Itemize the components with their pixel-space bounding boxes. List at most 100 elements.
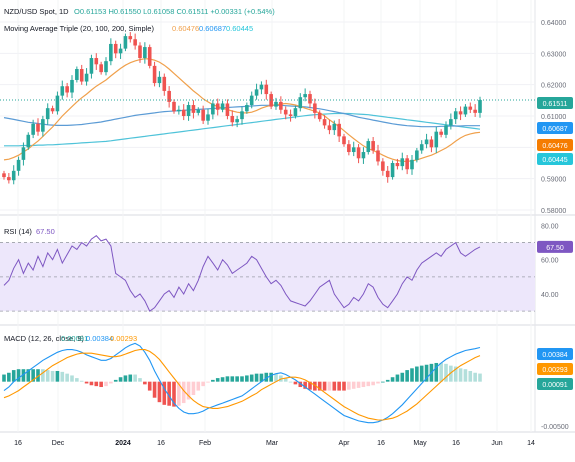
macd-hist-bar — [381, 381, 385, 383]
candle-body — [332, 123, 337, 131]
macd-hist-bar — [322, 381, 327, 391]
ma200-value: 0.60445 — [226, 24, 253, 33]
macd-hist-bar — [99, 381, 103, 388]
price-tick-label: 0.58000 — [541, 208, 566, 215]
candle-body — [249, 95, 254, 106]
candle-body — [376, 150, 380, 162]
macd-tag-label: 0.00384 — [542, 352, 567, 359]
candle-body — [99, 64, 103, 73]
candle-body — [453, 111, 458, 120]
price-tag — [537, 122, 573, 134]
candle-body — [371, 141, 375, 151]
rsi-legend[interactable]: RSI (14) 67.50 — [4, 227, 55, 236]
macd-hist-bar — [458, 368, 463, 382]
price-tag — [537, 153, 573, 165]
macd-hist-bar — [225, 376, 230, 382]
macd-hist-bar — [186, 381, 191, 400]
ma-label[interactable]: Moving Average Triple (20, 100, 200, Sim… — [4, 24, 154, 33]
macd-tag — [537, 363, 573, 375]
macd-hist-bar — [376, 381, 380, 384]
time-tick-label: 16 — [157, 440, 165, 447]
candle-body — [279, 101, 283, 110]
macd-hist-bar — [181, 381, 186, 404]
macd-hist-bar — [434, 362, 439, 382]
candle-body — [245, 105, 249, 112]
macd-hist-bar — [478, 373, 482, 382]
time-tick-label: Apr — [339, 440, 351, 447]
candle-body — [298, 97, 303, 109]
macd-hist-bar — [235, 376, 239, 382]
rsi-tag — [537, 240, 573, 253]
macd-hist-bar — [453, 366, 458, 382]
macd-hist-bar — [143, 381, 147, 385]
time-axis[interactable]: 16 Dec 2024 16 Feb Mar Apr 16 May 16 Jun 14 — [14, 440, 535, 447]
price-tag-label: 0.60445 — [542, 157, 567, 164]
candle-body — [89, 58, 94, 74]
main-legend[interactable]: NZD/USD Spot, 1D O0.61153 H0.61550 L0.61… — [4, 7, 275, 33]
candle-body — [361, 152, 366, 159]
time-tick-label: 16 — [377, 440, 385, 447]
macd-label[interactable]: MACD (12, 26, close, 9) — [4, 334, 85, 343]
candle-body — [206, 114, 210, 121]
macd-hist-bar — [172, 381, 176, 407]
candle-body — [138, 45, 142, 59]
candle-body — [21, 147, 26, 160]
candle-body — [123, 36, 128, 49]
macd-hist-bar — [424, 364, 429, 382]
candle-body — [181, 109, 186, 116]
macd-hist-bar — [50, 370, 55, 382]
price-tick-label: 0.62000 — [541, 83, 566, 90]
ohlc-values: O0.61153 H0.61550 L0.61058 C0.61511 +0.0… — [74, 7, 275, 16]
rsi-label[interactable]: RSI (14) — [4, 227, 32, 236]
macd-hist-bar — [79, 380, 84, 382]
time-tick-label: Jun — [491, 440, 502, 447]
macd-hist-bar — [419, 365, 424, 382]
macd-hist-bar — [147, 381, 152, 391]
candle-body — [458, 111, 463, 115]
macd-hist-bar — [245, 375, 249, 382]
rsi-axis[interactable]: 80.00 60.00 40.00 67.50 — [537, 223, 573, 299]
symbol-label[interactable]: NZD/USD Spot, 1D — [4, 7, 69, 16]
candle-body — [84, 73, 89, 82]
candle-body — [75, 69, 79, 80]
candle-body — [147, 47, 152, 66]
macd-hist-bar — [337, 381, 341, 391]
candle-body — [186, 105, 191, 116]
macd-hist-bar — [313, 381, 317, 391]
macd-hist-bar — [55, 370, 60, 382]
candle-body — [191, 105, 196, 113]
candle-body — [45, 108, 50, 120]
candle-body — [478, 100, 482, 113]
signal-line — [3, 349, 481, 421]
candle-body — [211, 103, 215, 115]
candle-body — [225, 103, 230, 116]
candle-body — [288, 114, 293, 116]
macd-hist-bar — [274, 373, 278, 382]
candle-body — [55, 95, 60, 112]
ma20-value: 0.60476 — [172, 24, 199, 33]
candle-body — [405, 158, 409, 170]
candle-body — [36, 123, 40, 132]
candle-body — [264, 84, 269, 95]
candle-body — [143, 47, 147, 59]
candle-body — [177, 109, 181, 112]
candle-body — [322, 119, 327, 126]
macd-hist-bar — [317, 381, 322, 391]
candle-body — [215, 103, 220, 110]
candle-body — [79, 69, 84, 82]
candle-body — [351, 147, 356, 153]
candle-body — [201, 109, 205, 121]
macd-hist-bar — [259, 373, 264, 382]
macd-tag — [537, 348, 573, 360]
macd-legend[interactable]: MACD (12, 26, close, 9) 0.00091 0.00384 … — [4, 334, 137, 343]
candle-body — [50, 108, 55, 112]
candle-body — [65, 86, 69, 93]
candle-body — [152, 65, 157, 84]
time-tick-label: Dec — [52, 440, 65, 447]
macd-hist-bar — [70, 375, 74, 382]
candle-body — [449, 119, 453, 126]
macd-hist-bar — [351, 381, 356, 389]
time-tick-label: Feb — [199, 440, 211, 447]
